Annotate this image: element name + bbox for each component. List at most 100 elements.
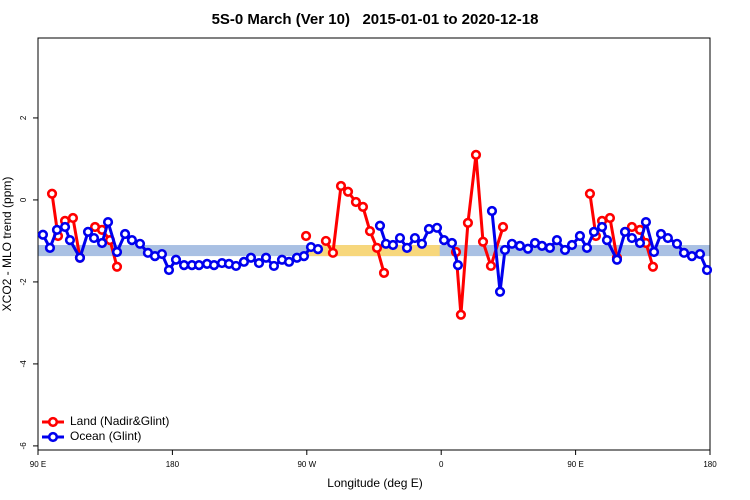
data-point	[462, 217, 474, 228]
data-point	[596, 221, 608, 233]
data-point	[312, 244, 324, 255]
data-point	[452, 260, 464, 271]
data-point	[298, 250, 310, 262]
y-tick-label: -6	[19, 442, 28, 450]
data-point	[485, 260, 497, 272]
data-point	[64, 235, 76, 246]
data-point	[601, 235, 613, 246]
data-point	[648, 246, 660, 258]
data-point	[74, 252, 86, 263]
y-tick-label: -4	[19, 360, 28, 368]
data-point	[455, 309, 467, 320]
data-point	[156, 248, 168, 260]
chart-title: 5S-0 March (Ver 10) 2015-01-01 to 2020-1…	[212, 11, 539, 28]
data-point	[260, 252, 272, 263]
data-point	[82, 226, 94, 238]
x-tick-label: 180	[166, 460, 180, 469]
data-point	[574, 230, 586, 242]
data-point	[378, 267, 390, 279]
data-point	[46, 188, 58, 199]
data-point	[245, 252, 257, 263]
data-point	[694, 248, 706, 260]
y-axis-title: XCO2 - MLO trend (ppm)	[0, 177, 14, 312]
data-point	[59, 221, 71, 233]
data-point	[88, 232, 100, 244]
data-point	[335, 180, 347, 192]
data-point	[438, 235, 450, 246]
data-point	[494, 286, 506, 297]
plot-frame	[37, 37, 711, 451]
data-point	[327, 247, 339, 258]
x-axis-title: Longitude (deg E)	[327, 476, 422, 490]
data-point	[357, 201, 369, 212]
data-point	[701, 264, 713, 276]
data-point	[37, 229, 49, 240]
data-point	[416, 238, 428, 249]
data-point	[551, 235, 563, 246]
data-point	[401, 242, 413, 253]
data-point	[497, 221, 509, 233]
data-point	[678, 247, 690, 258]
series-line	[50, 153, 655, 317]
data-point	[655, 228, 667, 240]
data-point	[371, 242, 383, 253]
data-point	[364, 225, 376, 237]
data-point	[111, 246, 123, 258]
data-point	[268, 260, 280, 272]
data-point	[111, 261, 123, 272]
data-point	[619, 226, 631, 238]
legend-label: Ocean (Glint)	[70, 429, 141, 443]
data-point	[102, 216, 114, 228]
data-point	[626, 232, 637, 244]
data-point	[522, 243, 534, 254]
data-point	[581, 242, 593, 253]
data-point	[604, 212, 616, 224]
data-point	[506, 238, 518, 249]
data-point	[342, 186, 354, 197]
x-tick-label: 0	[439, 460, 444, 469]
data-point	[470, 149, 482, 160]
data-point	[253, 257, 265, 269]
y-tick-label: 0	[19, 197, 28, 202]
data-point	[170, 254, 182, 265]
legend-marker	[47, 416, 59, 428]
data-point	[662, 232, 673, 244]
data-point	[394, 232, 406, 244]
data-point	[559, 244, 571, 256]
data-point	[163, 264, 175, 276]
data-point	[566, 239, 578, 251]
legend-marker	[47, 431, 59, 443]
data-point	[584, 188, 596, 199]
data-point	[350, 196, 362, 208]
data-point	[588, 226, 600, 238]
data-point	[423, 223, 435, 235]
data-point	[486, 205, 498, 217]
data-point	[446, 237, 458, 249]
data-point	[514, 240, 525, 251]
data-point	[544, 242, 556, 253]
data-point	[126, 235, 138, 246]
data-point	[208, 260, 220, 271]
data-point	[374, 220, 386, 231]
data-point	[477, 236, 489, 247]
data-point	[536, 240, 548, 251]
data-point	[230, 260, 242, 272]
x-tick-label: 180	[703, 460, 717, 469]
data-point	[647, 261, 659, 272]
data-point	[134, 238, 146, 249]
x-tick-label: 90 E	[30, 460, 46, 469]
data-point	[611, 254, 623, 265]
data-point	[238, 256, 250, 267]
data-point	[283, 256, 295, 267]
data-point	[119, 228, 131, 240]
data-point	[387, 239, 399, 251]
data-point	[686, 250, 698, 262]
data-point	[431, 222, 443, 233]
data-point	[193, 260, 205, 271]
data-point	[96, 237, 108, 249]
data-point	[67, 212, 79, 224]
data-point	[409, 232, 421, 244]
x-tick-label: 90 E	[567, 460, 583, 469]
y-tick-label: -2	[19, 278, 28, 286]
